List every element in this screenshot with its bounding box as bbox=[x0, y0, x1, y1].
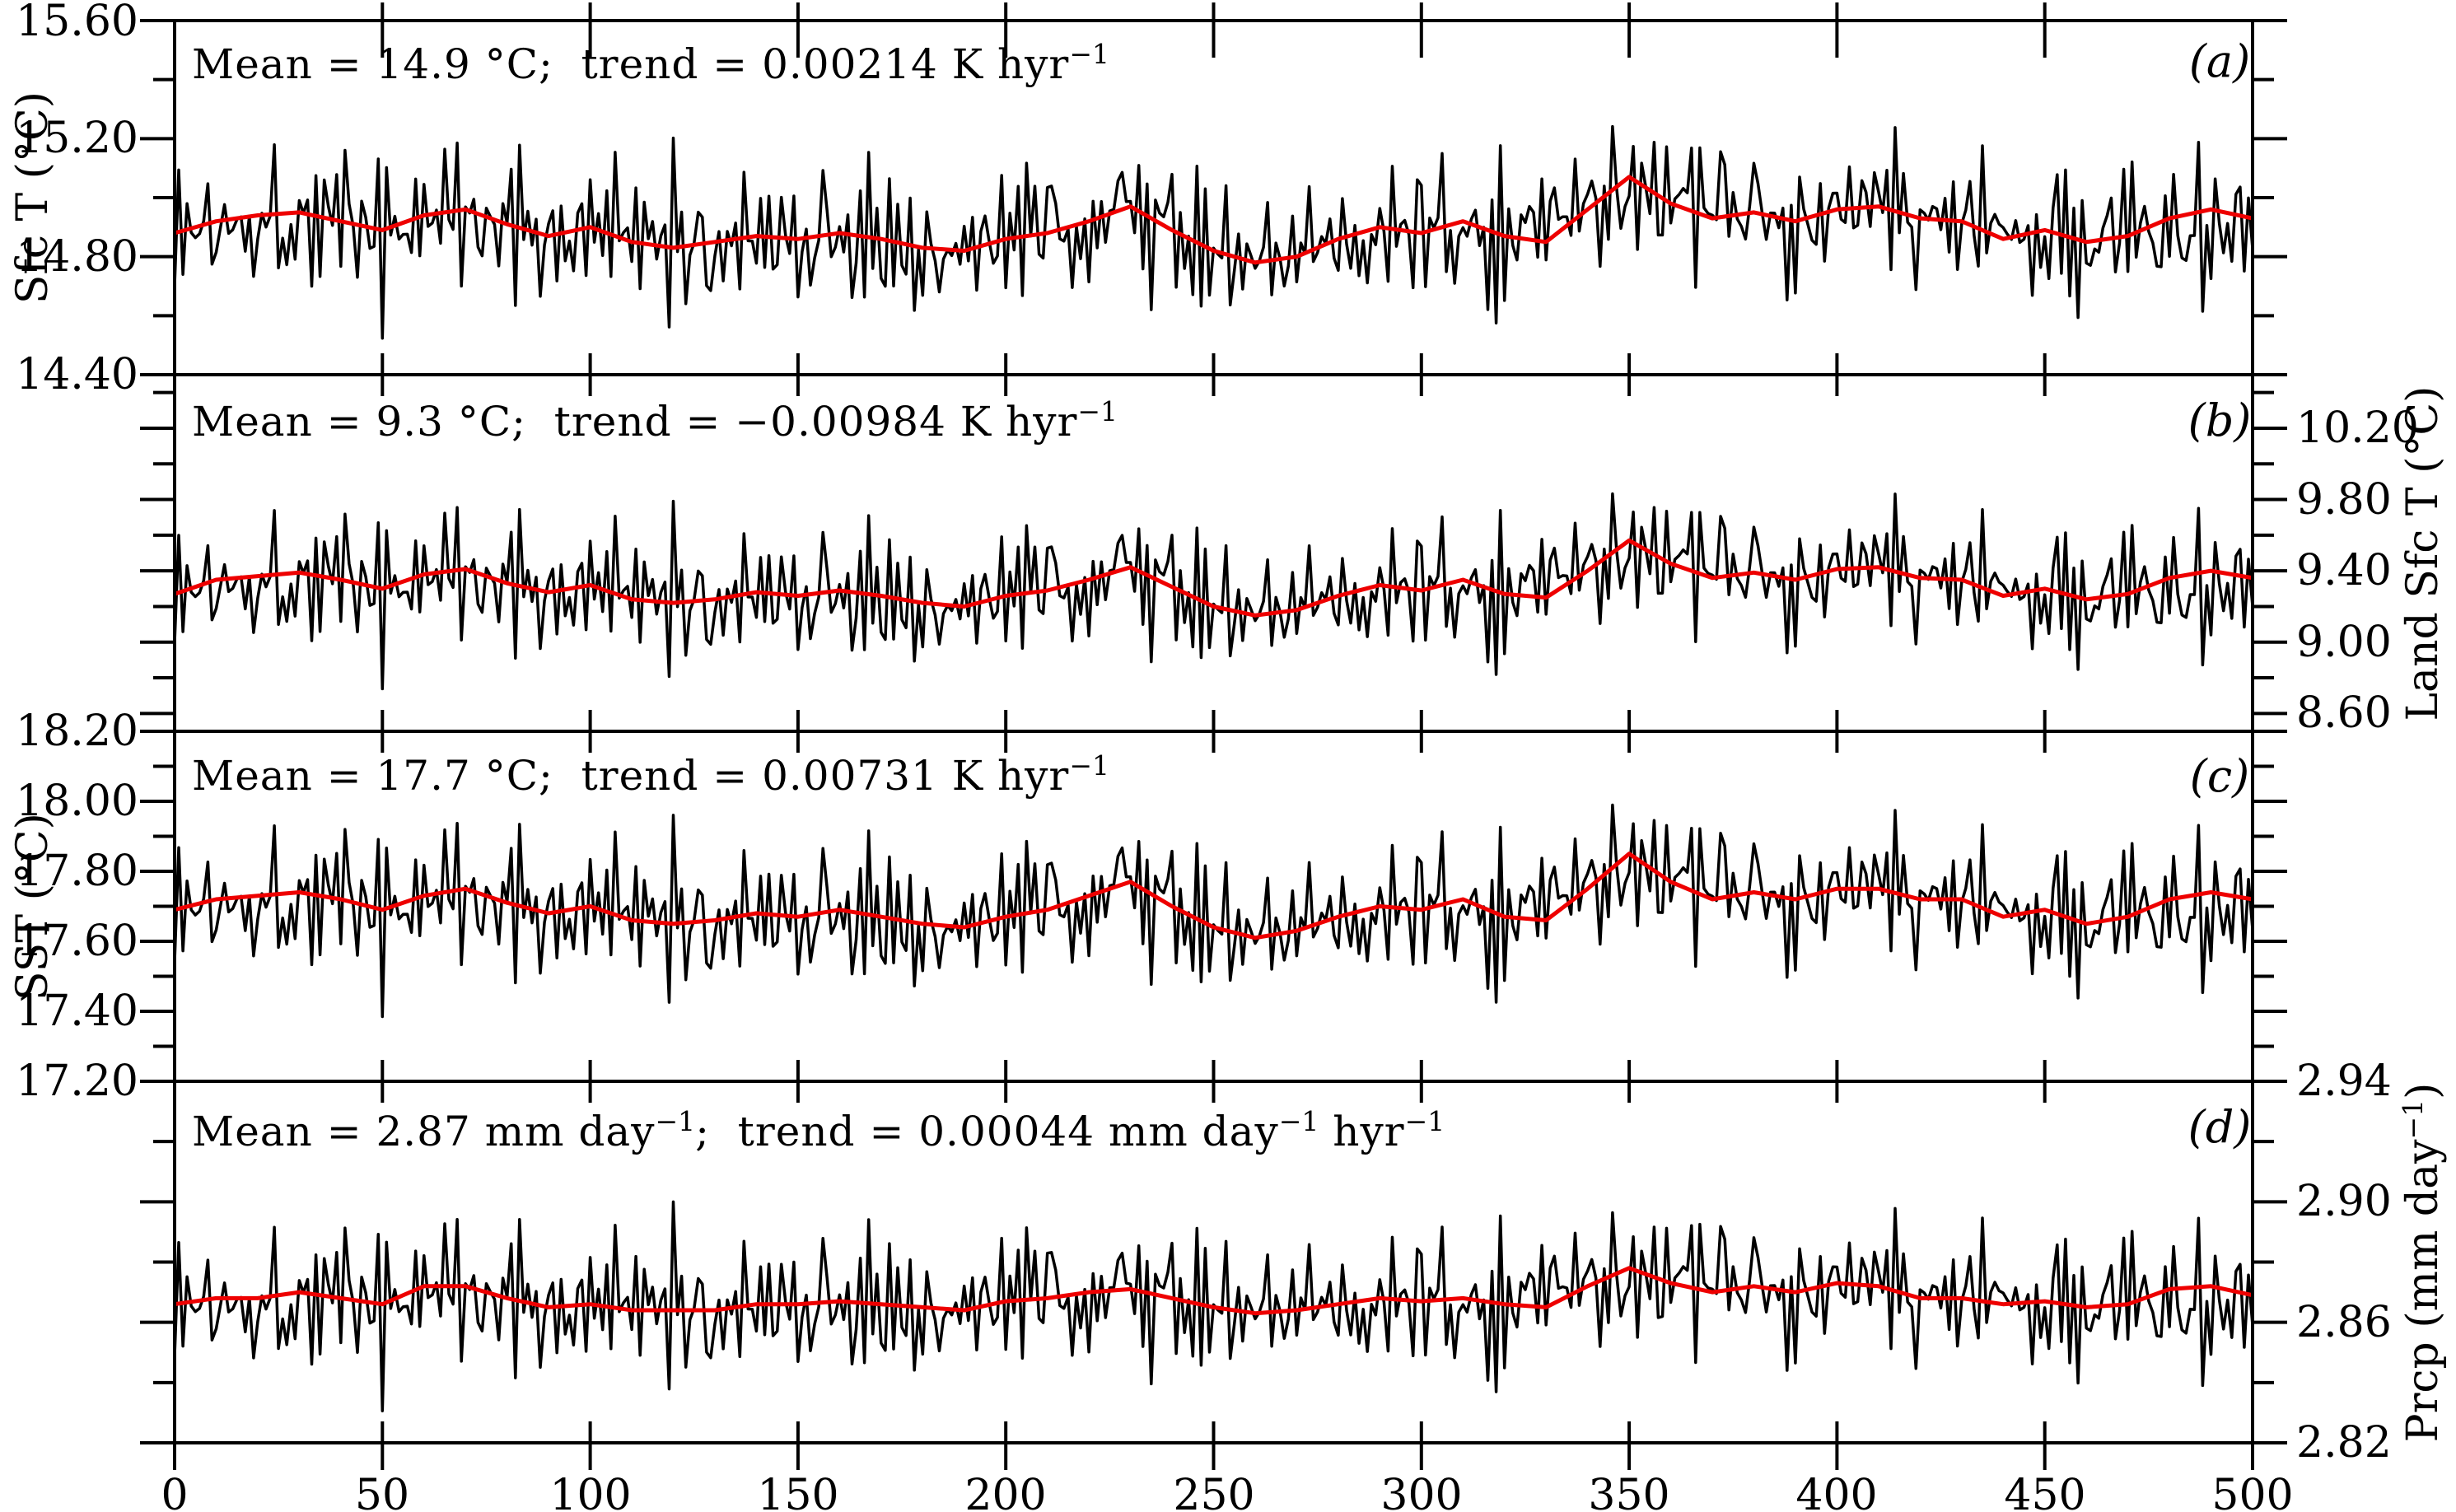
panel-a-letter: (a) bbox=[2188, 35, 2251, 87]
panel-b-annotation: Mean = 9.3 °C; trend = −0.00984 K hyr−1 bbox=[192, 394, 1118, 446]
raw-series-line bbox=[176, 803, 2251, 1019]
panel-c-annotation: Mean = 17.7 °C; trend = 0.00731 K hyr−1 bbox=[192, 749, 1109, 800]
y-axis-title-sst: SST (°C) bbox=[8, 812, 58, 1001]
y-tick-label: 9.80 bbox=[2296, 475, 2392, 525]
superscript: −1 bbox=[1278, 1104, 1319, 1137]
y-tick-label: 2.90 bbox=[2296, 1177, 2392, 1226]
x-tick-label: 50 bbox=[354, 1471, 410, 1512]
raw-series-line bbox=[176, 1200, 2251, 1412]
y-tick-label: 18.00 bbox=[16, 777, 138, 826]
smoothed-series-line bbox=[176, 1266, 2251, 1316]
y-tick-label: 17.40 bbox=[16, 987, 138, 1036]
x-tick-label: 450 bbox=[2004, 1471, 2086, 1512]
y-tick-label: 9.40 bbox=[2296, 546, 2392, 595]
y-tick-label: 14.80 bbox=[16, 232, 138, 282]
x-tick-label: 150 bbox=[757, 1471, 839, 1512]
x-tick-label: 250 bbox=[1173, 1471, 1255, 1512]
superscript: −1 bbox=[1069, 37, 1109, 70]
smoothed-series-line bbox=[176, 852, 2251, 940]
y-axis-title-land-sfc-t: Land Sfc T (°C) bbox=[2398, 385, 2448, 721]
y-tick-label: 10.20 bbox=[2296, 404, 2419, 453]
smoothed-series-line bbox=[176, 538, 2251, 618]
y-tick-label: 2.94 bbox=[2296, 1057, 2392, 1106]
superscript: −1 bbox=[1077, 394, 1118, 427]
x-tick-label: 200 bbox=[964, 1471, 1047, 1512]
panel-b-letter: (b) bbox=[2188, 394, 2252, 446]
y-tick-label: 2.86 bbox=[2296, 1298, 2392, 1347]
panel-c-series bbox=[176, 803, 2251, 1019]
panel-d-series bbox=[176, 1200, 2251, 1412]
panel-c-letter: (c) bbox=[2189, 750, 2250, 802]
superscript: −1 bbox=[1069, 749, 1109, 782]
superscript: −1 bbox=[2396, 1099, 2429, 1140]
y-axis-title-sfc-t: Sfc T (°C) bbox=[8, 91, 58, 305]
y-axis-title-prcp: Prcp (mm day−1) bbox=[2396, 1082, 2448, 1442]
x-tick-label: 100 bbox=[549, 1471, 632, 1512]
raw-series-line bbox=[176, 124, 2251, 340]
y-tick-label: 9.00 bbox=[2296, 618, 2392, 667]
y-tick-label: 17.20 bbox=[16, 1057, 138, 1106]
x-tick-label: 0 bbox=[161, 1471, 189, 1512]
panel-b-series bbox=[176, 492, 2251, 691]
x-tick-label: 400 bbox=[1795, 1471, 1878, 1512]
panel-a-series bbox=[176, 124, 2251, 340]
raw-series-line bbox=[176, 492, 2251, 691]
smoothed-series-line bbox=[176, 175, 2251, 265]
x-tick-label: 500 bbox=[2211, 1471, 2294, 1512]
y-tick-label: 18.20 bbox=[16, 707, 138, 756]
y-tick-label: 17.80 bbox=[16, 847, 138, 896]
y-tick-label: 15.20 bbox=[16, 114, 138, 163]
y-tick-label: 15.60 bbox=[16, 0, 138, 46]
y-tick-label: 14.40 bbox=[16, 350, 138, 399]
panel-d-annotation: Mean = 2.87 mm day−1; trend = 0.00044 mm… bbox=[192, 1104, 1445, 1155]
y-tick-label: 8.60 bbox=[2296, 688, 2392, 738]
x-tick-label: 350 bbox=[1588, 1471, 1670, 1512]
panel-d-letter: (d) bbox=[2188, 1101, 2252, 1153]
superscript: −1 bbox=[1404, 1104, 1445, 1137]
superscript: −1 bbox=[655, 1104, 696, 1137]
y-tick-label: 17.60 bbox=[16, 917, 138, 966]
x-tick-label: 300 bbox=[1380, 1471, 1463, 1512]
panel-a-annotation: Mean = 14.9 °C; trend = 0.00214 K hyr−1 bbox=[192, 37, 1109, 88]
y-tick-label: 2.82 bbox=[2296, 1418, 2392, 1468]
